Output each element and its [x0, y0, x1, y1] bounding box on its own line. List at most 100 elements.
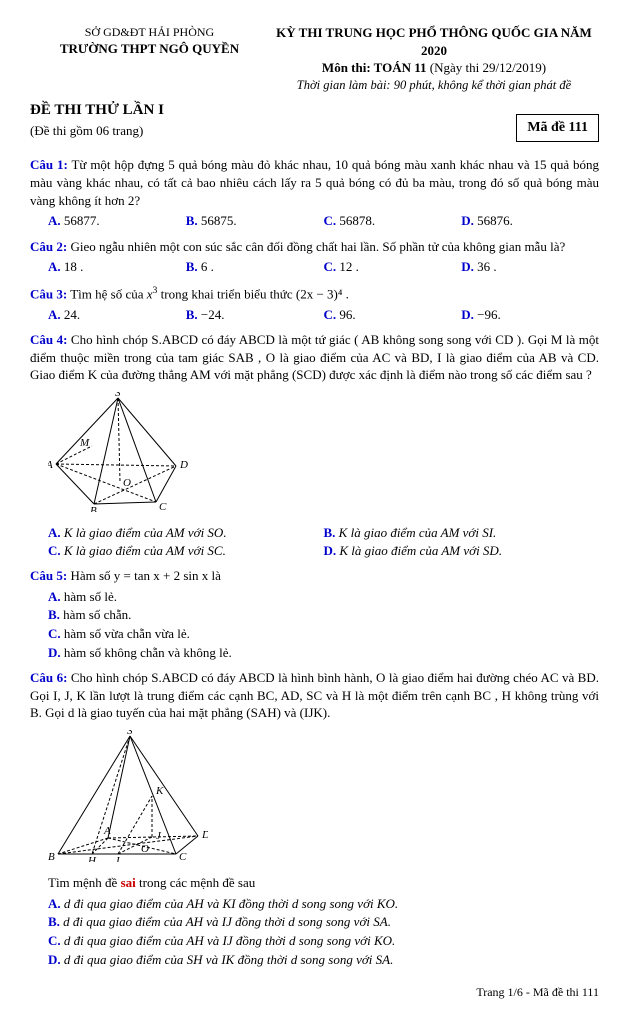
- q3-opt-d: D. −96.: [461, 306, 599, 324]
- q4-opt-d-text: K là giao điểm của AM với SD.: [339, 543, 502, 558]
- exam-title: KỲ THI TRUNG HỌC PHỔ THÔNG QUỐC GIA NĂM …: [269, 24, 599, 59]
- svg-text:A: A: [48, 459, 53, 471]
- q3-opt-b: B. −24.: [186, 306, 324, 324]
- question-2: Câu 2: Gieo ngẫu nhiên một con súc sắc c…: [30, 238, 599, 276]
- duration-line: Thời gian làm bài: 90 phút, không kể thờ…: [269, 77, 599, 94]
- q4-opt-a: A. K là giao điểm của AM với SO.: [48, 524, 324, 542]
- svg-text:O: O: [141, 843, 149, 855]
- page-footer: Trang 1/6 - Mã đề thi 111: [30, 984, 599, 1000]
- q6-options: A. d đi qua giao điểm của AH và KI đồng …: [48, 895, 599, 968]
- subject-line: Môn thi: TOÁN 11 (Ngày thi 29/12/2019): [269, 59, 599, 77]
- q2-opt-d: D. 36 .: [461, 258, 599, 276]
- q3-opt-a-text: 24.: [61, 307, 81, 322]
- q4-text: Cho hình chóp S.ABCD có đáy ABCD là một …: [30, 332, 599, 382]
- pyramid-sabcd-2-icon: S A B C D I J H K O: [48, 730, 208, 862]
- figure-1: S A B C D O M: [48, 392, 599, 517]
- q2-opt-d-text: 36 .: [474, 259, 497, 274]
- question-1: Câu 1: Từ một hộp đựng 5 quả bóng màu đỏ…: [30, 156, 599, 229]
- q6-opt-b: B. d đi qua giao điểm của AH và IJ đồng …: [48, 913, 599, 931]
- q6-text: Cho hình chóp S.ABCD có đáy ABCD là hình…: [30, 670, 599, 720]
- q5-opt-d-text: hàm số không chẵn và không lẻ.: [61, 645, 232, 660]
- svg-text:S: S: [115, 392, 121, 399]
- subject: Môn thi: TOÁN 11: [322, 60, 427, 75]
- q5-opt-c-text: hàm số vừa chẵn vừa lẻ.: [61, 626, 190, 641]
- q1-opt-c-text: 56878.: [336, 213, 375, 228]
- question-3: Câu 3: Tìm hệ số của x3 trong khai triển…: [30, 284, 599, 323]
- q6-opt-a: A. d đi qua giao điểm của AH và KI đồng …: [48, 895, 599, 913]
- q5-opt-a-text: hàm số lẻ.: [61, 589, 117, 604]
- svg-text:D: D: [179, 459, 188, 471]
- title-row: ĐỀ THI THỬ LẦN I (Đề thi gồm 06 trang) M…: [30, 100, 599, 143]
- svg-text:J: J: [156, 830, 162, 842]
- q4-opt-b: B. K là giao điểm của AM với SI.: [324, 524, 600, 542]
- content: Câu 1: Từ một hộp đựng 5 quả bóng màu đỏ…: [30, 156, 599, 968]
- section-title: ĐỀ THI THỬ LẦN I: [30, 100, 164, 120]
- svg-text:A: A: [103, 825, 111, 837]
- q5-opt-d: D. hàm số không chẵn và không lẻ.: [48, 644, 599, 662]
- q2-opt-b-text: 6 .: [198, 259, 214, 274]
- svg-text:B: B: [90, 505, 97, 512]
- q4-opt-b-text: K là giao điểm của AM với SI.: [339, 525, 497, 540]
- q2-opt-a: A. 18 .: [48, 258, 186, 276]
- svg-text:M: M: [79, 437, 90, 449]
- q1-opt-d-text: 56876.: [474, 213, 513, 228]
- svg-text:I: I: [115, 855, 121, 862]
- q4-options: A. K là giao điểm của AM với SO. B. K là…: [48, 524, 599, 559]
- q1-opt-a: A. 56877.: [48, 212, 186, 230]
- q4-opt-c-text: K là giao điểm của AM với SC.: [64, 543, 226, 558]
- header: SỞ GD&ĐT HẢI PHÒNG TRƯỜNG THPT NGÔ QUYỀN…: [30, 24, 599, 94]
- svg-text:S: S: [127, 730, 133, 737]
- question-5: Câu 5: Hàm số y = tan x + 2 sin x là A. …: [30, 567, 599, 661]
- q2-opt-b: B. 6 .: [186, 258, 324, 276]
- q4-label: Câu 4:: [30, 332, 67, 347]
- q5-text: Hàm số y = tan x + 2 sin x là: [67, 568, 221, 583]
- q2-opt-c-text: 12 .: [336, 259, 359, 274]
- q6-prompt-c: trong các mệnh đề sau: [136, 875, 255, 890]
- svg-text:K: K: [155, 785, 164, 797]
- q6-opt-b-text: d đi qua giao điểm của AH và IJ đồng thờ…: [63, 914, 391, 929]
- header-right: KỲ THI TRUNG HỌC PHỔ THÔNG QUỐC GIA NĂM …: [269, 24, 599, 94]
- figure-2: S A B C D I J H K O: [48, 730, 599, 867]
- q2-text: Gieo ngẫu nhiên một con súc sắc cân đối …: [67, 239, 565, 254]
- q1-opt-b-text: 56875.: [198, 213, 237, 228]
- q3-opt-d-text: −96.: [474, 307, 501, 322]
- title-left: ĐỀ THI THỬ LẦN I (Đề thi gồm 06 trang): [30, 100, 164, 140]
- q5-opt-a: A. hàm số lẻ.: [48, 588, 599, 606]
- svg-text:D: D: [201, 829, 208, 841]
- q6-prompt-sai: sai: [121, 875, 136, 890]
- q2-opt-c: C. 12 .: [324, 258, 462, 276]
- org-line: SỞ GD&ĐT HẢI PHÒNG: [30, 24, 269, 40]
- q3-opt-c-text: 96.: [336, 307, 356, 322]
- q2-opt-a-text: 18 .: [61, 259, 84, 274]
- q6-opt-d: D. d đi qua giao điểm của SH và IK đồng …: [48, 951, 599, 969]
- header-left: SỞ GD&ĐT HẢI PHÒNG TRƯỜNG THPT NGÔ QUYỀN: [30, 24, 269, 94]
- svg-text:C: C: [179, 851, 187, 862]
- q5-label: Câu 5:: [30, 568, 67, 583]
- q5-opt-b: B. hàm số chẵn.: [48, 606, 599, 624]
- svg-text:B: B: [48, 851, 55, 862]
- q5-options: A. hàm số lẻ. B. hàm số chẵn. C. hàm số …: [48, 588, 599, 661]
- q6-opt-a-text: d đi qua giao điểm của AH và KI đồng thờ…: [64, 896, 398, 911]
- q6-label: Câu 6:: [30, 670, 67, 685]
- q4-opt-a-text: K là giao điểm của AM với SO.: [64, 525, 227, 540]
- q2-label: Câu 2:: [30, 239, 67, 254]
- question-6: Câu 6: Cho hình chóp S.ABCD có đáy ABCD …: [30, 669, 599, 722]
- q1-opt-a-text: 56877.: [61, 213, 100, 228]
- q6-opt-c: C. d đi qua giao điểm của AH và IJ đồng …: [48, 932, 599, 950]
- q3-opt-c: C. 96.: [324, 306, 462, 324]
- q1-options: A. 56877. B. 56875. C. 56878. D. 56876.: [48, 212, 599, 230]
- q3-opt-b-text: −24.: [198, 307, 225, 322]
- question-4: Câu 4: Cho hình chóp S.ABCD có đáy ABCD …: [30, 331, 599, 384]
- q6-opt-d-text: d đi qua giao điểm của SH và IK đồng thờ…: [64, 952, 393, 967]
- q6-prompt: Tìm mệnh đề sai trong các mệnh đề sau: [48, 874, 599, 892]
- q3-options: A. 24. B. −24. C. 96. D. −96.: [48, 306, 599, 324]
- svg-text:H: H: [87, 855, 97, 862]
- svg-text:O: O: [123, 477, 131, 489]
- school-name: TRƯỜNG THPT NGÔ QUYỀN: [30, 40, 269, 58]
- q3-opt-a: A. 24.: [48, 306, 186, 324]
- q6-opt-c-text: d đi qua giao điểm của AH và IJ đồng thờ…: [64, 933, 395, 948]
- svg-text:C: C: [159, 501, 167, 512]
- q3-label: Câu 3:: [30, 286, 67, 301]
- q1-label: Câu 1:: [30, 157, 68, 172]
- pyramid-sabcd-icon: S A B C D O M: [48, 392, 190, 512]
